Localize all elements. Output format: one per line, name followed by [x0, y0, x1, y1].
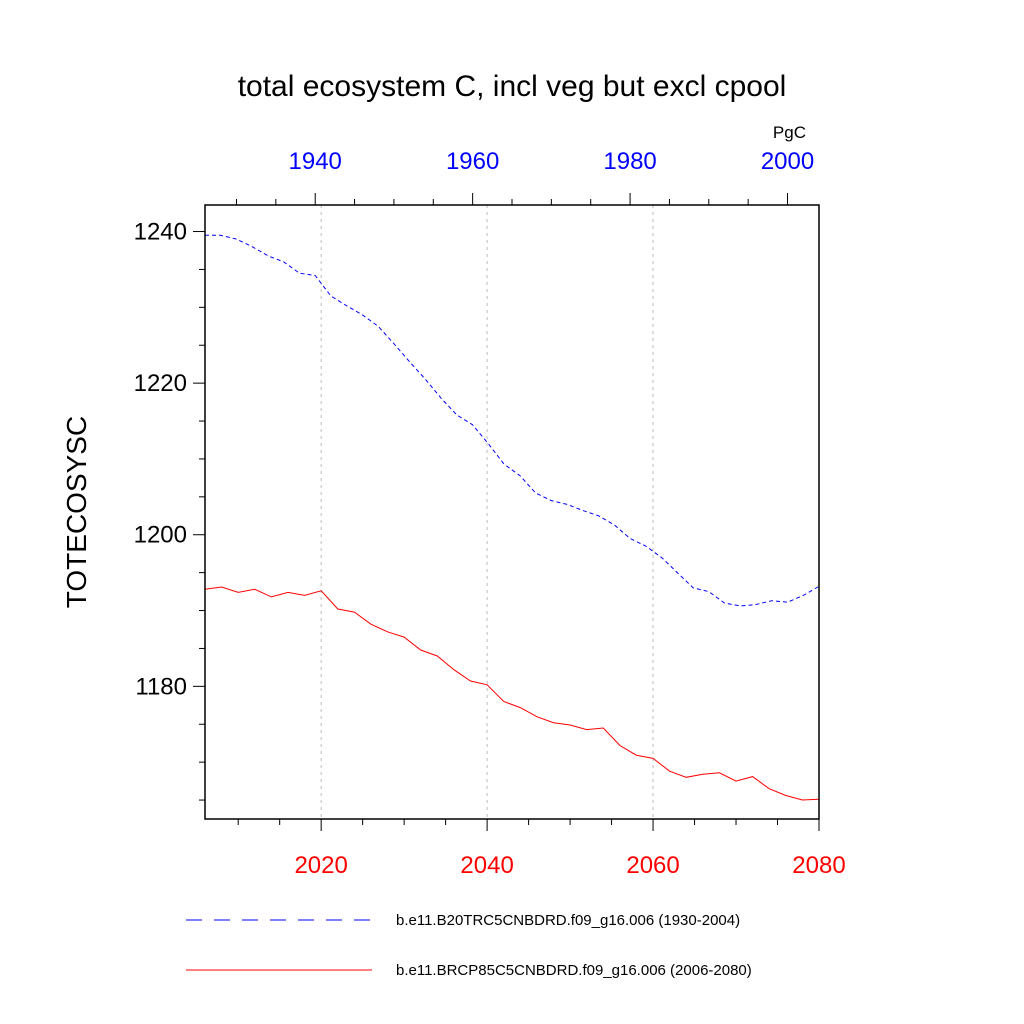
legend: b.e11.B20TRC5CNBDRD.f09_g16.006 (1930-20… — [186, 912, 752, 979]
x-top-tick-label: 2000 — [761, 148, 814, 175]
x-bottom-tick-label: 2080 — [792, 852, 845, 879]
legend-label-2: b.e11.BRCP85C5CNBDRD.f09_g16.006 (2006-2… — [396, 962, 752, 979]
legend-label-1: b.e11.B20TRC5CNBDRD.f09_g16.006 (1930-20… — [396, 912, 740, 929]
y-axis-label: TOTECOSYSC — [61, 416, 92, 608]
series-layer — [204, 234, 820, 801]
y-tick-label: 1200 — [134, 522, 187, 549]
x-bottom-tick-label: 2020 — [294, 852, 347, 879]
series-line-2 — [204, 586, 820, 801]
y-tick-label: 1240 — [134, 219, 187, 246]
x-bottom-tick-label: 2040 — [460, 852, 513, 879]
plot-frame — [204, 204, 820, 820]
axes: 1180 1200 1220 1240 2020 2040 2060 2080 1940 1960… — [134, 148, 846, 879]
y-tick-label: 1220 — [134, 370, 187, 397]
x-bottom-tick-label: 2060 — [626, 852, 679, 879]
units-label: PgC — [773, 123, 806, 142]
x-top-tick-label: 1940 — [289, 148, 342, 175]
chart-title: total ecosystem C, incl veg but excl cpo… — [238, 70, 787, 103]
x-top-tick-label: 1960 — [446, 148, 499, 175]
x-top-tick-label: 1980 — [603, 148, 656, 175]
grid-lines — [320, 205, 654, 819]
y-tick-label: 1180 — [135, 673, 187, 700]
series-line-1 — [205, 234, 820, 607]
